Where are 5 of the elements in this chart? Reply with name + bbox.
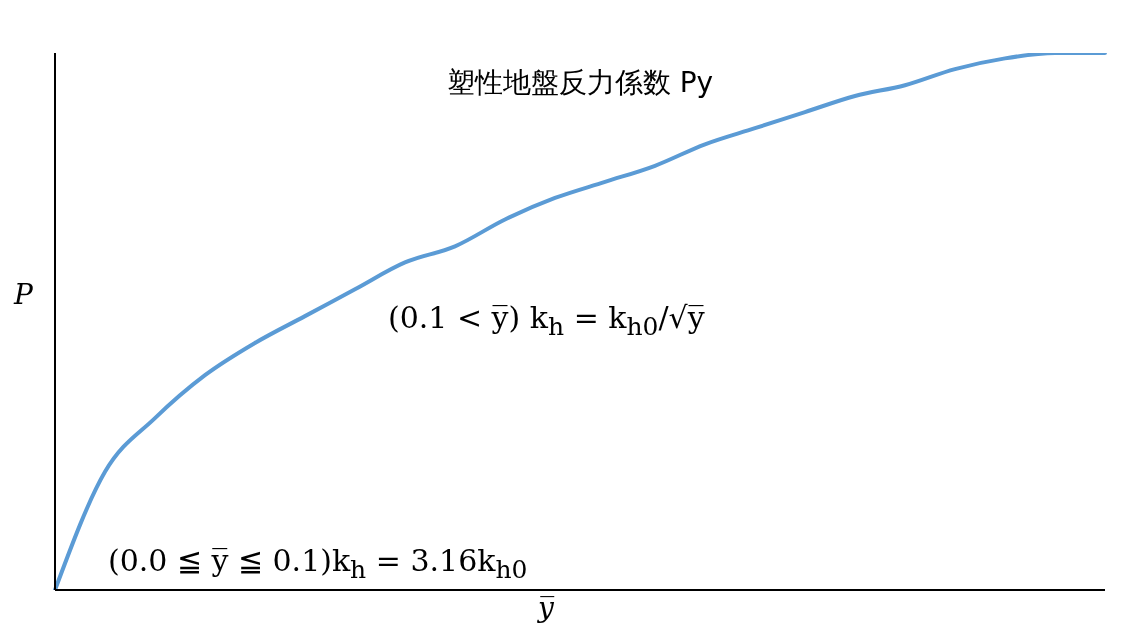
- text: 塑性地盤反力係数 Py: [445, 65, 715, 101]
- annotation: (0.1 < y̅) k$_{h}$ = k$_{h0}$/√y̅: [388, 300, 705, 341]
- x-axis-title: y̅: [538, 591, 554, 624]
- annotation: (0.0 ≦ y̅ ≦ 0.1)k$_{h}$ = 3.16k$_{h0}$: [108, 543, 528, 584]
- y-axis-title: P: [14, 278, 33, 311]
